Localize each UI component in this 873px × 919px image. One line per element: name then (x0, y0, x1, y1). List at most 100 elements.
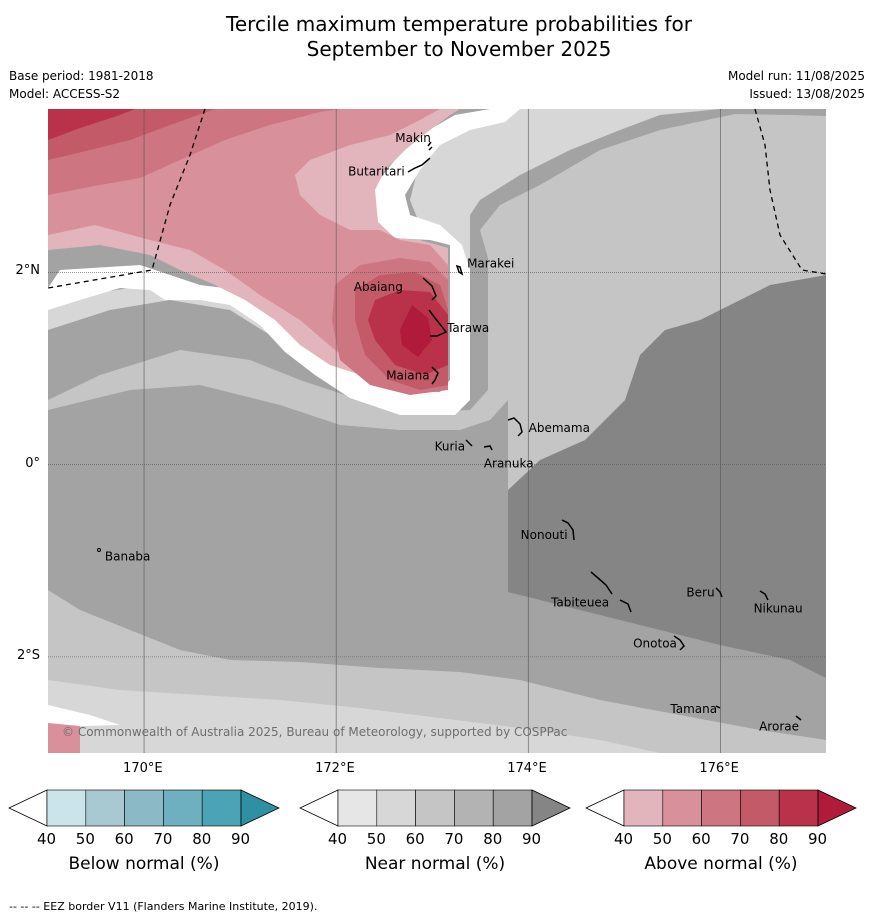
colorbar-near-segment (415, 789, 455, 827)
meta-right: Model run: 11/08/2025 Issued: 13/08/2025 (728, 67, 865, 103)
eez-border-west (47, 108, 206, 289)
colorbar-below-low-extend (8, 789, 48, 827)
colorbar-tick-label: 50 (652, 830, 672, 848)
lat-tick-label: 2°S (16, 647, 40, 663)
colorbar-tick-label: 40 (37, 830, 57, 848)
colorbar-above-low-extend (585, 789, 625, 827)
colorbar-tick-label: 60 (691, 830, 711, 848)
colorbar-below-segment (46, 789, 87, 827)
lon-tick-label: 172°E (315, 761, 355, 776)
colorbar-near-title: Near normal (%) (364, 854, 506, 874)
island-banaba (97, 548, 101, 552)
island-nikunau (759, 590, 769, 601)
island-arorae (795, 715, 802, 721)
base-period: Base period: 1981-2018 (9, 69, 154, 83)
colorbar-tick-label: 90 (522, 830, 542, 848)
island-butaritari (407, 157, 431, 173)
island-abemama (507, 417, 523, 437)
colorbar-tick-label: 70 (730, 830, 750, 848)
island-beru (715, 587, 723, 598)
colorbar-tick-label: 70 (444, 830, 464, 848)
place-label-banaba: Banaba (105, 549, 151, 563)
colorbar-below-high-extend (240, 789, 280, 827)
footnote: -- -- -- EEZ border V11 (Flanders Marine… (9, 900, 318, 913)
place-label-nonouti: Nonouti (521, 528, 568, 542)
place-label-abaiang: Abaiang (354, 280, 403, 294)
colorbar-above-title: Above normal (%) (644, 854, 798, 874)
islands (97, 141, 802, 721)
island-abaiang (422, 277, 437, 301)
colorbar-tick-label: 40 (614, 830, 634, 848)
colorbar-below-segment (124, 789, 164, 827)
island-tamana (715, 705, 721, 709)
colorbar-tick-label: 70 (153, 830, 173, 848)
colorbar-tick-label: 80 (769, 830, 789, 848)
colorbar-above-high-extend (817, 789, 857, 827)
place-label-kuria: Kuria (435, 440, 466, 454)
colorbar-tick-label: 50 (75, 830, 95, 848)
colorbar-near-low-extend (299, 789, 339, 827)
eez-borders (47, 108, 827, 289)
place-label-makin: Makin (395, 131, 431, 145)
island-marakei (455, 264, 464, 276)
island-nonouti (561, 519, 575, 541)
map-panel (48, 109, 826, 753)
colorbar-below-segment (201, 789, 242, 827)
colorbar-tick-label: 50 (366, 830, 386, 848)
zone-above-south (48, 723, 80, 753)
title-line-1: Tercile maximum temperature probabilitie… (226, 12, 692, 36)
place-label-beru: Beru (686, 585, 714, 599)
model-name: Model: ACCESS-S2 (9, 87, 121, 101)
place-label-marakei: Marakei (467, 256, 514, 270)
place-label-tabiteuea: Tabiteuea (550, 595, 609, 609)
title-line-2: September to November 2025 (306, 37, 612, 61)
lat-tick-label: 2°N (15, 263, 41, 279)
lon-tick-label: 176°E (699, 761, 739, 776)
colorbars (8, 789, 857, 827)
colorbar-above-segment (778, 789, 819, 827)
place-label-onotoa: Onotoa (633, 637, 677, 651)
colorbar-above-segment (740, 789, 780, 827)
place-label-aranuka: Aranuka (484, 456, 534, 470)
colorbar-tick-label: 90 (231, 830, 251, 848)
island-makin (427, 141, 433, 151)
colorbar-tick-label: 40 (328, 830, 348, 848)
colorbar-above-segment (662, 789, 702, 827)
colorbar-below-segment (163, 789, 203, 827)
colorbar-near-segment (454, 789, 494, 827)
island-tarawa (428, 309, 448, 337)
colorbar-tick-label: 60 (405, 830, 425, 848)
colorbar-near-segment (492, 789, 533, 827)
colorbar-below-title: Below normal (%) (68, 854, 220, 874)
colorbar-tick-label: 80 (483, 830, 503, 848)
place-label-butaritari: Butaritari (348, 165, 405, 179)
lon-tick-label: 170°E (123, 761, 163, 776)
island-maiana (431, 366, 439, 385)
island-aranuka (483, 445, 493, 451)
meta-left: Base period: 1981-2018 Model: ACCESS-S2 (9, 67, 154, 103)
place-label-nikunau: Nikunau (754, 601, 803, 615)
zone-white-south (48, 705, 120, 727)
gridlines (48, 109, 826, 753)
place-label-tarawa: Tarawa (446, 321, 489, 335)
zone-white-band (48, 109, 520, 415)
colorbar-above-segment (701, 789, 741, 827)
zone-above-90-center (400, 305, 432, 357)
copyright-note: © Commonwealth of Australia 2025, Bureau… (62, 725, 567, 739)
eez-border-east (754, 108, 827, 275)
lon-tick-label: 174°E (507, 761, 547, 776)
colorbar-tick-label: 80 (192, 830, 212, 848)
zone-near-60-north (48, 114, 826, 490)
zone-near-80 (508, 275, 826, 678)
island-kuria (465, 439, 473, 447)
colorbar-above-segment (623, 789, 664, 827)
colorbar-tick-label: 60 (114, 830, 134, 848)
lat-tick-label: 0° (25, 455, 40, 471)
place-labels: Makin Butaritari Marakei Abaiang Tarawa Maian… (105, 131, 803, 734)
colorbar-below-segment (85, 789, 125, 827)
colorbar-near-segment (337, 789, 378, 827)
zone-near-50-north-east (436, 109, 540, 180)
issued-date: Issued: 13/08/2025 (749, 87, 865, 101)
place-label-maiana: Maiana (386, 368, 429, 382)
